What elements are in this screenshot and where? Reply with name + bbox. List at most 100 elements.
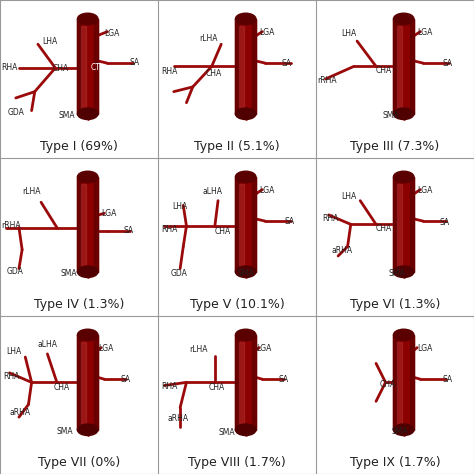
- Text: CHA: CHA: [376, 224, 392, 233]
- Ellipse shape: [236, 329, 256, 341]
- Text: LGA: LGA: [417, 186, 432, 195]
- Text: CHA: CHA: [376, 66, 392, 75]
- Text: SA: SA: [284, 217, 294, 226]
- Text: Type II (5.1%): Type II (5.1%): [194, 140, 280, 154]
- Text: aRHA: aRHA: [9, 408, 31, 417]
- Text: LHA: LHA: [6, 347, 22, 356]
- Text: CHA: CHA: [52, 64, 68, 73]
- Text: GDA: GDA: [6, 267, 23, 276]
- Bar: [239, 183, 244, 267]
- Text: SMA: SMA: [389, 269, 405, 278]
- Text: SA: SA: [439, 219, 449, 227]
- Bar: [397, 342, 402, 425]
- Bar: [77, 335, 98, 430]
- Ellipse shape: [236, 171, 256, 182]
- Text: SMA: SMA: [218, 428, 235, 438]
- Text: Type VII (0%): Type VII (0%): [38, 456, 120, 469]
- Text: SMA: SMA: [57, 427, 73, 436]
- Text: LGA: LGA: [98, 344, 113, 353]
- Text: rLHA: rLHA: [190, 346, 208, 355]
- Text: Type IV (1.3%): Type IV (1.3%): [34, 299, 124, 311]
- Text: CHA: CHA: [205, 69, 222, 78]
- Text: SA: SA: [442, 375, 453, 383]
- Bar: [81, 183, 86, 267]
- Text: Type VIII (1.7%): Type VIII (1.7%): [188, 456, 286, 469]
- Ellipse shape: [236, 424, 256, 436]
- Text: CHA: CHA: [379, 380, 395, 389]
- Ellipse shape: [77, 171, 98, 182]
- Text: LGA: LGA: [259, 28, 274, 37]
- Text: SMA: SMA: [58, 111, 75, 120]
- Text: LGA: LGA: [417, 28, 432, 37]
- Bar: [81, 26, 86, 109]
- Bar: [393, 177, 414, 272]
- Ellipse shape: [77, 108, 98, 119]
- Bar: [393, 19, 414, 114]
- Ellipse shape: [77, 13, 98, 25]
- Text: LGA: LGA: [104, 29, 119, 37]
- Text: Type I (69%): Type I (69%): [40, 140, 118, 154]
- Text: RHA: RHA: [3, 372, 19, 381]
- Text: RHA: RHA: [1, 63, 18, 72]
- Text: LGA: LGA: [417, 344, 432, 353]
- Text: aLHA: aLHA: [202, 188, 222, 196]
- Bar: [252, 177, 256, 272]
- Text: rRHA: rRHA: [318, 76, 337, 85]
- Bar: [236, 335, 239, 430]
- Text: SMA: SMA: [383, 111, 399, 120]
- Text: CHA: CHA: [209, 383, 225, 392]
- Text: RHA: RHA: [322, 214, 339, 222]
- Text: SMA: SMA: [392, 427, 409, 436]
- Bar: [410, 19, 414, 114]
- Text: Type III (7.3%): Type III (7.3%): [350, 140, 439, 154]
- Ellipse shape: [393, 329, 414, 341]
- Bar: [77, 177, 81, 272]
- Text: CHA: CHA: [54, 383, 70, 392]
- Bar: [236, 177, 256, 272]
- Text: LHA: LHA: [172, 202, 188, 210]
- Text: SA: SA: [278, 375, 288, 383]
- Bar: [410, 177, 414, 272]
- Text: aRHA: aRHA: [167, 414, 189, 423]
- Bar: [393, 335, 414, 430]
- Text: SA: SA: [281, 59, 292, 68]
- Ellipse shape: [77, 329, 98, 341]
- Ellipse shape: [393, 13, 414, 25]
- Bar: [77, 19, 81, 114]
- Text: SMA: SMA: [237, 269, 254, 278]
- Text: Type V (10.1%): Type V (10.1%): [190, 299, 284, 311]
- Text: rLHA: rLHA: [22, 188, 41, 196]
- Bar: [77, 19, 98, 114]
- Bar: [252, 19, 256, 114]
- Text: rRHA: rRHA: [1, 221, 21, 230]
- Text: GDA: GDA: [171, 269, 188, 278]
- Bar: [77, 335, 81, 430]
- Text: rLHA: rLHA: [199, 34, 218, 43]
- Text: LGA: LGA: [101, 209, 117, 218]
- Ellipse shape: [236, 13, 256, 25]
- Text: aRHA: aRHA: [332, 246, 353, 255]
- Text: LGA: LGA: [256, 344, 271, 353]
- Bar: [77, 177, 98, 272]
- Bar: [239, 26, 244, 109]
- Text: Type IX (1.7%): Type IX (1.7%): [350, 456, 440, 469]
- Bar: [252, 335, 256, 430]
- Ellipse shape: [393, 108, 414, 119]
- Bar: [236, 177, 239, 272]
- Ellipse shape: [77, 424, 98, 436]
- Bar: [236, 335, 256, 430]
- Text: RHA: RHA: [161, 67, 178, 76]
- Ellipse shape: [393, 424, 414, 436]
- Bar: [393, 177, 397, 272]
- Bar: [81, 342, 86, 425]
- Text: SA: SA: [129, 58, 140, 67]
- Text: LHA: LHA: [341, 29, 356, 38]
- Text: CHA: CHA: [215, 227, 231, 236]
- Text: RHA: RHA: [161, 382, 178, 391]
- Bar: [393, 19, 397, 114]
- Bar: [410, 335, 414, 430]
- Bar: [397, 183, 402, 267]
- Text: SMA: SMA: [60, 269, 77, 278]
- Text: GDA: GDA: [8, 109, 25, 118]
- Ellipse shape: [393, 171, 414, 182]
